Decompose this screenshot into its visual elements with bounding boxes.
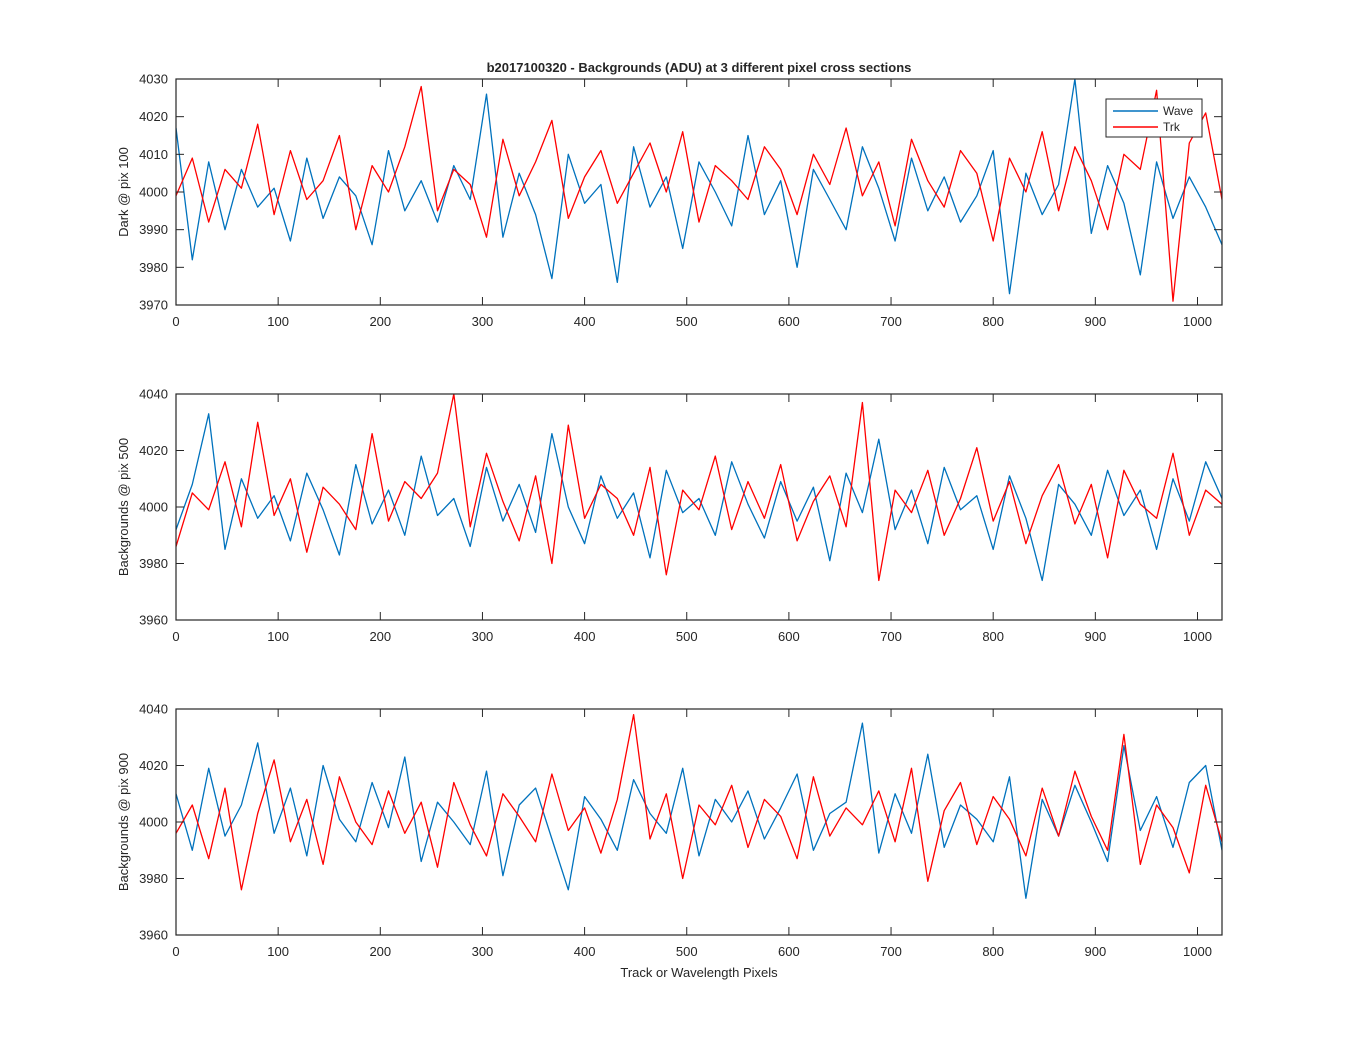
legend-label-wave: Wave	[1163, 104, 1194, 118]
y-tick-label: 4020	[139, 758, 168, 773]
x-tick-label: 800	[982, 944, 1004, 959]
x-tick-label: 800	[982, 629, 1004, 644]
x-axis-label: Track or Wavelength Pixels	[620, 965, 778, 980]
x-tick-label: 0	[172, 944, 179, 959]
y-tick-label: 4000	[139, 185, 168, 200]
y-tick-label: 4030	[139, 72, 168, 87]
y-tick-label: 4040	[139, 387, 168, 402]
y-tick-label: 4040	[139, 702, 168, 717]
x-tick-label: 700	[880, 944, 902, 959]
x-tick-label: 100	[267, 629, 289, 644]
x-tick-label: 300	[472, 314, 494, 329]
series-line-wave	[176, 413, 1222, 582]
x-tick-label: 200	[369, 944, 391, 959]
series-group	[176, 394, 1222, 582]
y-tick-label: 3980	[139, 556, 168, 571]
x-tick-label: 100	[267, 944, 289, 959]
plot-area	[176, 709, 1222, 935]
y-tick-label: 3990	[139, 222, 168, 237]
y-tick-label: 4000	[139, 815, 168, 830]
chart-title: b2017100320 - Backgrounds (ADU) at 3 dif…	[487, 60, 912, 75]
x-tick-label: 200	[369, 314, 391, 329]
plot-area	[176, 79, 1222, 305]
y-tick-label: 4010	[139, 147, 168, 162]
y-tick-label: 4020	[139, 443, 168, 458]
x-tick-label: 0	[172, 314, 179, 329]
x-tick-label: 600	[778, 314, 800, 329]
x-tick-label: 600	[778, 944, 800, 959]
x-tick-label: 100	[267, 314, 289, 329]
legend-box	[1105, 98, 1203, 138]
chart-panel-2: 0 100 200 300 400 500 600 700 800 900 1000 3960 3980…	[116, 387, 1223, 644]
series-line-trk	[176, 85, 1222, 302]
x-tick-label: 900	[1084, 314, 1106, 329]
y-tick-label: 3980	[139, 260, 168, 275]
series-group	[176, 79, 1222, 302]
panels: 0 100 200 300 400 500 600 700 800 900 100039703980…	[116, 60, 1223, 980]
series-group	[176, 713, 1222, 899]
y-tick-label: 3970	[139, 298, 168, 313]
legend-label-trk: Trk	[1163, 120, 1181, 134]
y-tick-label: 4000	[139, 500, 168, 515]
y-tick-label: 3960	[139, 613, 168, 628]
x-tick-label: 300	[472, 629, 494, 644]
x-tick-label: 700	[880, 629, 902, 644]
x-tick-label: 400	[574, 944, 596, 959]
x-tick-label: 500	[676, 629, 698, 644]
y-tick-label: 3960	[139, 928, 168, 943]
x-tick-label: 500	[676, 314, 698, 329]
x-tick-label: 300	[472, 944, 494, 959]
y-axis-label: Dark @ pix 100	[116, 147, 131, 237]
x-tick-label: 200	[369, 629, 391, 644]
x-tick-label: 900	[1084, 944, 1106, 959]
y-axis-label: Backgrounds @ pix 900	[116, 753, 131, 891]
chart-panel-1: 0 100 200 300 400 500 600 700 800 900 1000 3970 3980…	[116, 60, 1223, 329]
series-line-trk	[176, 713, 1222, 891]
x-tick-label: 800	[982, 314, 1004, 329]
x-tick-label: 700	[880, 314, 902, 329]
series-line-wave	[176, 722, 1222, 899]
series-line-trk	[176, 394, 1222, 582]
legend: Wave Trk	[1105, 98, 1203, 138]
x-tick-label: 600	[778, 629, 800, 644]
x-tick-label: 1000	[1183, 629, 1212, 644]
y-tick-label: 3980	[139, 871, 168, 886]
y-tick-label: 4020	[139, 109, 168, 124]
x-tick-label: 500	[676, 944, 698, 959]
x-tick-label: 1000	[1183, 314, 1212, 329]
x-tick-label: 1000	[1183, 944, 1212, 959]
x-tick-label: 400	[574, 629, 596, 644]
chart-panel-3: 0 100 200 300 400 500 600 700 800 900 1000 3960 3980…	[116, 702, 1223, 980]
x-tick-label: 400	[574, 314, 596, 329]
plot-area	[176, 394, 1222, 620]
x-tick-label: 0	[172, 629, 179, 644]
series-line-wave	[176, 79, 1222, 295]
x-tick-label: 900	[1084, 629, 1106, 644]
y-axis-label: Backgrounds @ pix 500	[116, 438, 131, 576]
